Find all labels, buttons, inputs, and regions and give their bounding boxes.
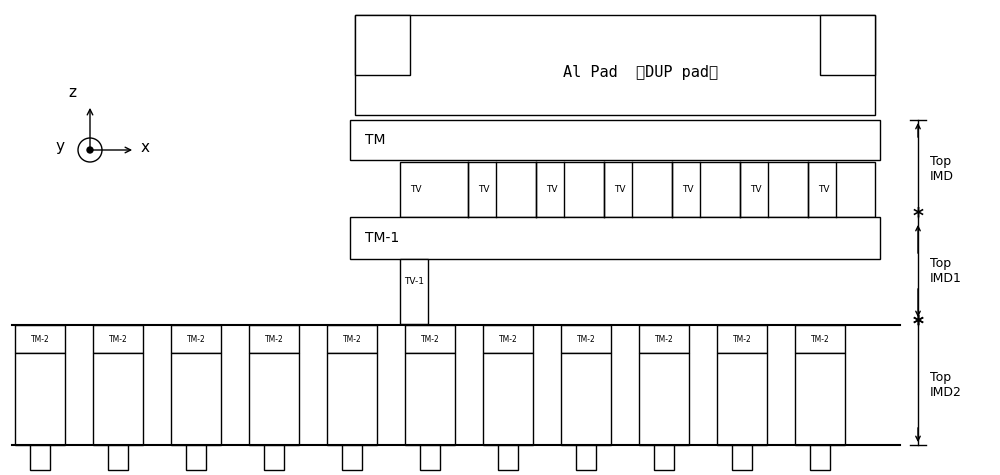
Text: TV: TV [818,185,830,194]
Bar [639,325,689,353]
Bar [483,353,533,445]
Bar [795,353,845,445]
Text: TM-2: TM-2 [109,334,127,343]
Text: TV: TV [614,185,626,194]
Bar [732,445,752,470]
Text: *: * [912,207,924,227]
Bar [405,325,455,353]
Text: TM-2: TM-2 [577,334,595,343]
Text: TM-2: TM-2 [811,334,829,343]
Bar [576,445,596,470]
Text: TV-1: TV-1 [404,277,424,286]
Bar [171,353,221,445]
Bar [171,325,221,353]
Bar [264,445,284,470]
Text: TV: TV [750,185,762,194]
Bar [342,445,362,470]
Circle shape [87,147,93,153]
Text: TV: TV [546,185,558,194]
Bar [400,162,875,217]
Text: TV: TV [682,185,694,194]
Text: TM: TM [365,133,386,147]
Bar [15,325,65,353]
Text: z: z [68,85,76,100]
Bar [108,445,128,470]
Bar [654,445,674,470]
Text: TM-2: TM-2 [421,334,439,343]
Bar [717,325,767,353]
Bar [350,120,880,160]
Text: *: * [912,315,924,335]
Bar [350,217,880,259]
Bar [717,353,767,445]
Text: TM-2: TM-2 [343,334,361,343]
Bar [483,325,533,353]
Text: Al Pad  （DUP pad）: Al Pad （DUP pad） [563,66,719,80]
Text: TM-2: TM-2 [31,334,49,343]
Bar [249,353,299,445]
Bar [355,15,875,115]
Bar [186,445,206,470]
Text: TM-2: TM-2 [655,334,673,343]
Bar [420,445,440,470]
Bar [820,15,875,75]
Text: TM-2: TM-2 [733,334,751,343]
Bar [327,353,377,445]
Bar [30,445,50,470]
Text: TM-2: TM-2 [187,334,205,343]
Text: Top
IMD: Top IMD [930,154,954,182]
Text: TM-2: TM-2 [499,334,517,343]
Text: Top
IMD2: Top IMD2 [930,371,962,399]
Bar [405,353,455,445]
Bar [561,325,611,353]
Bar [93,353,143,445]
Bar [15,353,65,445]
Text: x: x [141,140,150,154]
Text: TM-1: TM-1 [365,231,399,245]
Bar [795,325,845,353]
Text: Top
IMD1: Top IMD1 [930,257,962,285]
Bar [355,15,410,75]
Text: TV: TV [410,185,422,194]
Bar [639,353,689,445]
Bar [249,325,299,353]
Text: y: y [55,140,64,154]
Text: TM-2: TM-2 [265,334,283,343]
Bar [327,325,377,353]
Bar [810,445,830,470]
Bar [93,325,143,353]
Bar [561,353,611,445]
Text: *: * [912,315,924,335]
Bar [498,445,518,470]
Bar [400,259,428,324]
Text: TV: TV [478,185,490,194]
